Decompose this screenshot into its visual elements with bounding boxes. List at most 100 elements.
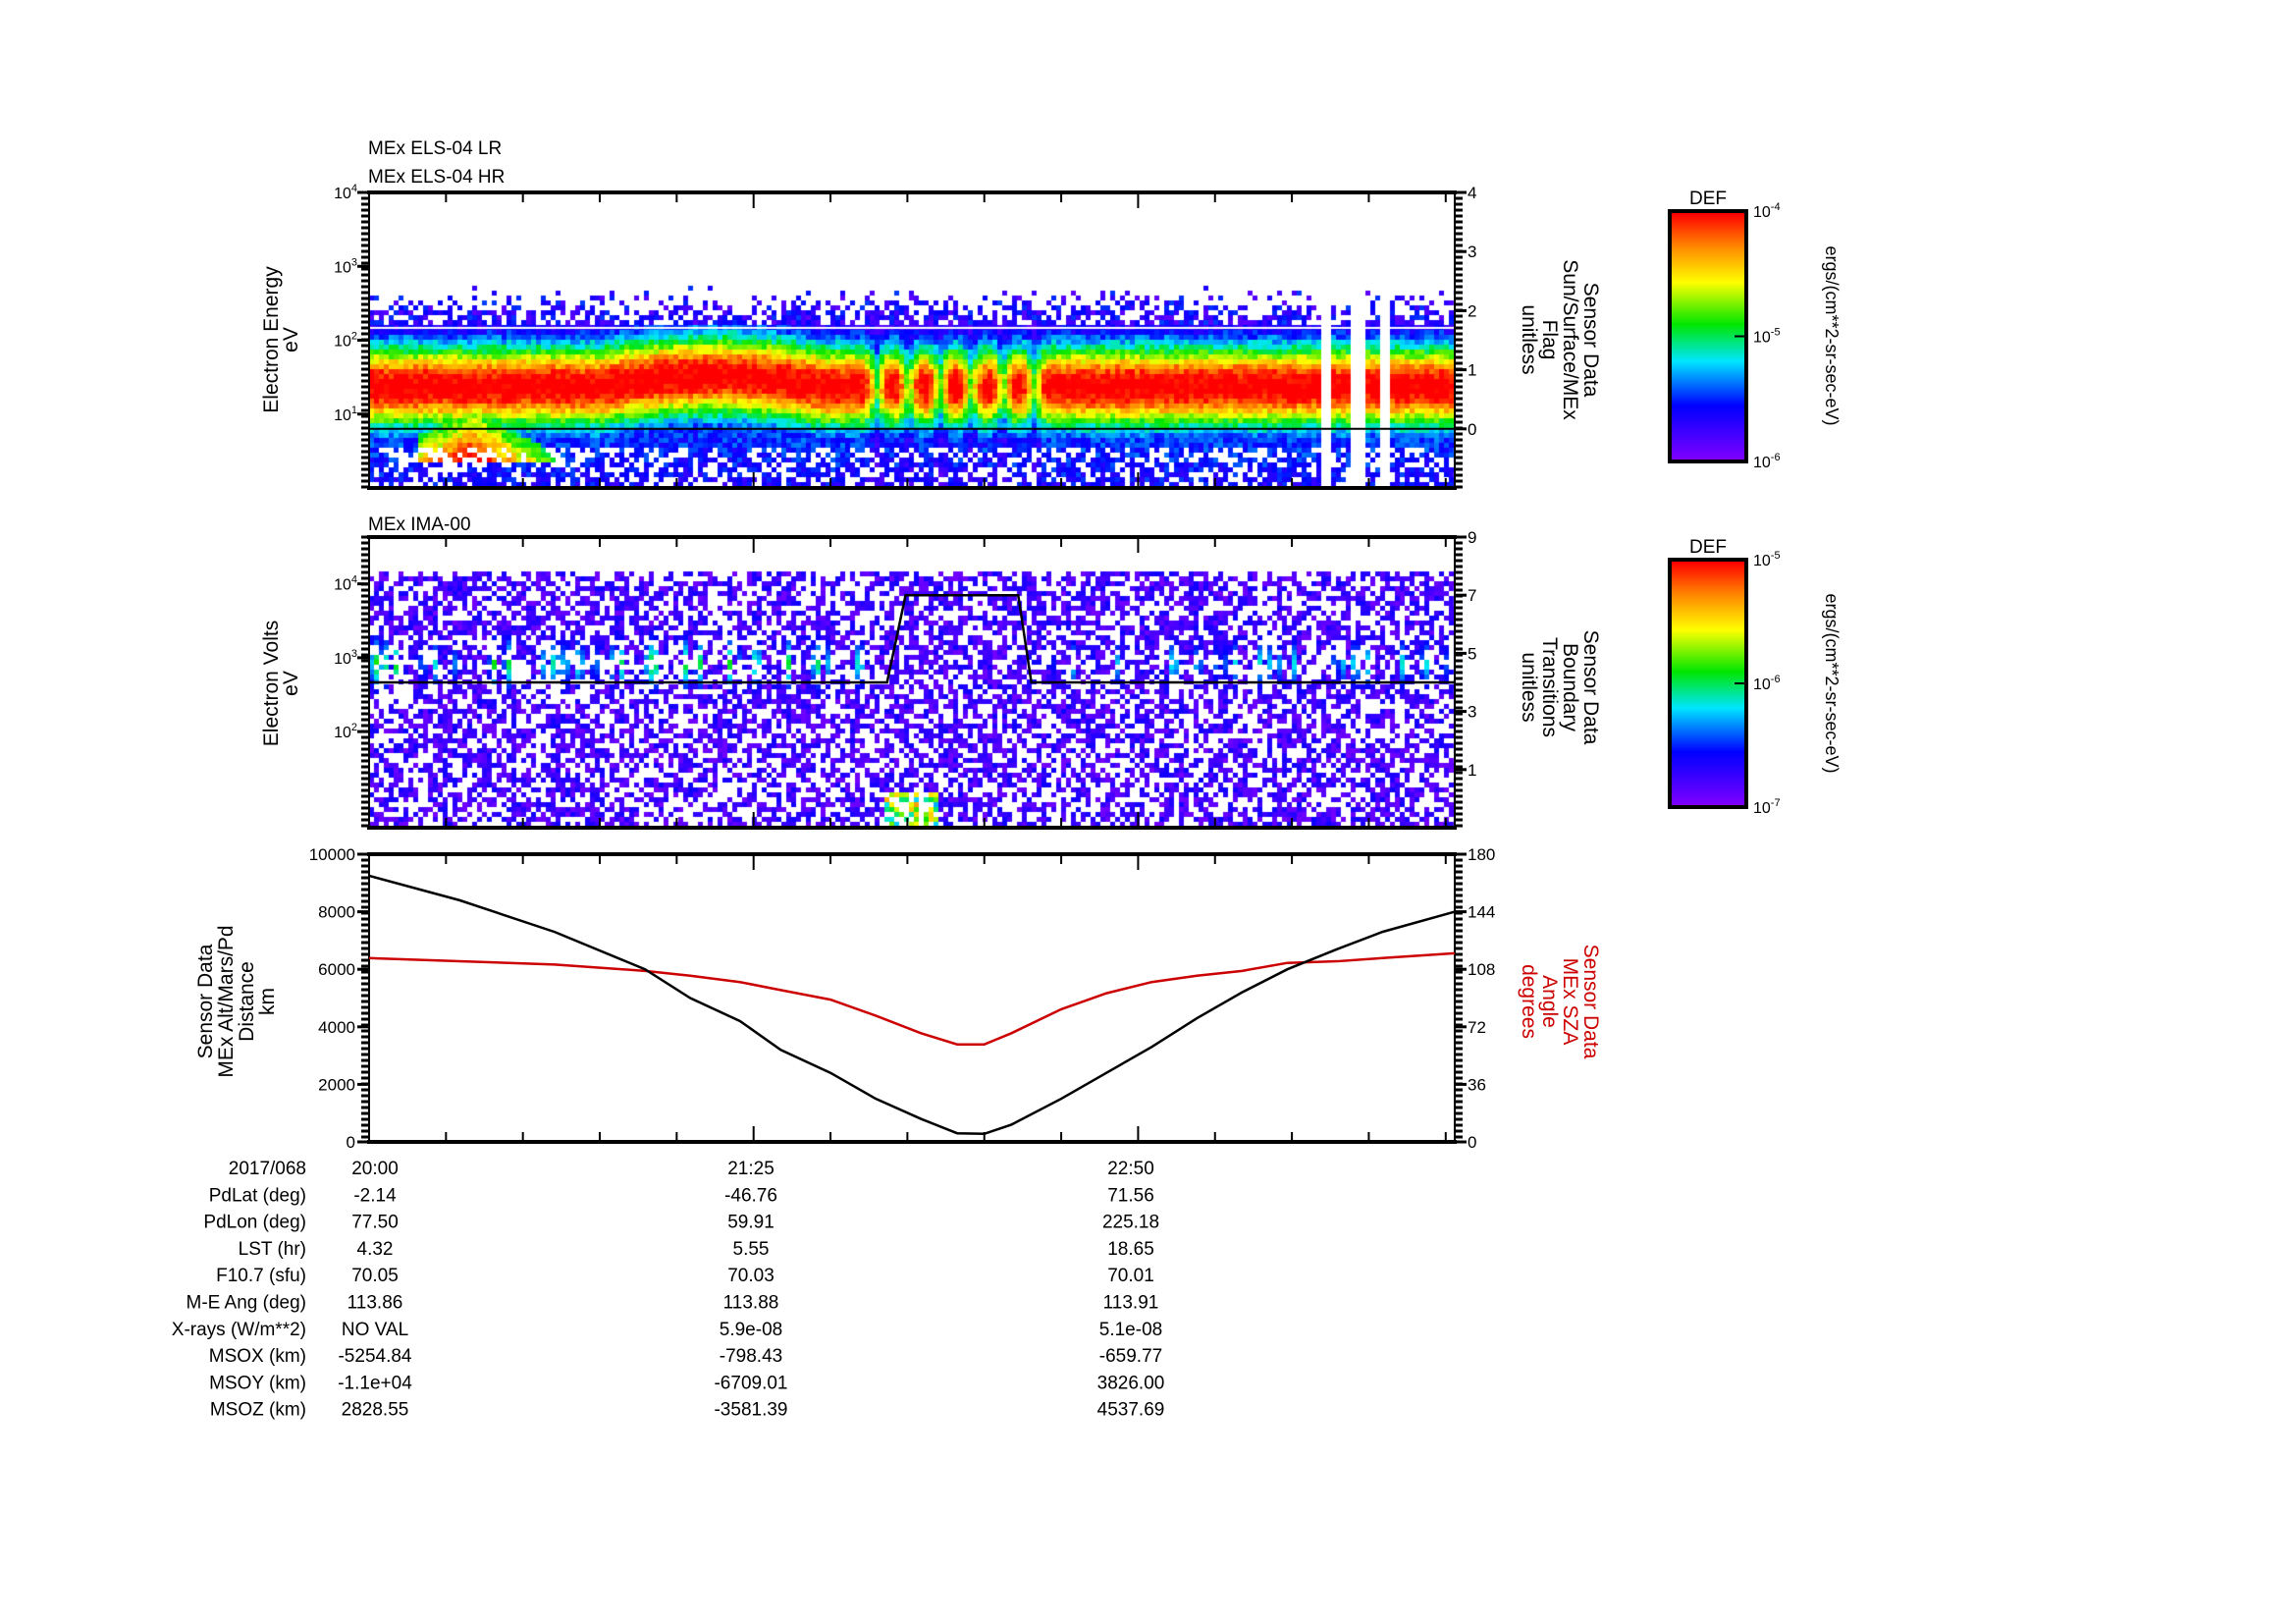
panel2-ylabel: Electron Volts eV <box>260 621 302 746</box>
y-tick-label: 103 <box>334 648 357 668</box>
panel1-title-hr: MEx ELS-04 HR <box>368 167 505 188</box>
ephemeris-row-label: MSOY (km) <box>209 1373 306 1393</box>
ephemeris-value: 70.05 <box>351 1266 399 1286</box>
ephemeris-value: 70.01 <box>1107 1266 1154 1286</box>
y2-tick-label: 5 <box>1468 644 1476 663</box>
panel3-ylabel-line1: Sensor Data <box>194 944 217 1058</box>
y2-tick-label: 3 <box>1468 243 1476 261</box>
ephemeris-value: 113.91 <box>1103 1293 1159 1314</box>
panel2-y2label-line1: Sensor Data <box>1579 630 1602 745</box>
ephemeris-row-label: F10.7 (sfu) <box>216 1266 306 1286</box>
ephemeris-value: 5.1e-08 <box>1099 1320 1162 1340</box>
ephemeris-table: 2017/068 20:00 21:25 22:50 PdLat (deg) -2… <box>172 1159 1165 1421</box>
ephemeris-row-label: M-E Ang (deg) <box>187 1293 307 1314</box>
ephemeris-value: 70.03 <box>727 1266 774 1286</box>
ephemeris-value: -46.76 <box>724 1185 777 1206</box>
y-tick-label: 6000 <box>318 960 355 979</box>
boundary-transition-line <box>369 593 1455 684</box>
panel1-y2label-line4: unitless <box>1518 304 1540 374</box>
ephemeris-value: 4.32 <box>357 1239 394 1260</box>
panel3-y2label-line2: MEx SZA <box>1559 958 1581 1046</box>
ephemeris-date: 2017/068 <box>229 1159 306 1179</box>
y-tick-label: 10000 <box>309 845 355 864</box>
ephemeris-row-label: MSOX (km) <box>209 1346 306 1367</box>
y-tick-label: 101 <box>334 405 357 424</box>
ephemeris-value: NO VAL <box>342 1320 408 1340</box>
y2-tick-label: 1 <box>1468 761 1476 780</box>
colorbar-tick-label: 10-7 <box>1753 797 1781 817</box>
panel3-y2label: Sensor Data MEx SZA Angle degrees <box>1518 945 1602 1059</box>
ephemeris-row-label: LST (hr) <box>239 1239 306 1260</box>
panel3-ylabel-line3: Distance <box>236 961 258 1042</box>
ephemeris-value: -659.77 <box>1099 1346 1162 1367</box>
panel1-ylabel-line2: eV <box>280 327 302 352</box>
y2-tick-label: 36 <box>1468 1075 1486 1094</box>
y2-tick-label: 9 <box>1468 528 1476 547</box>
y2-tick-label: 4 <box>1468 184 1476 202</box>
panel1-y2label-line1: Sensor Data <box>1579 283 1602 398</box>
colorbar-tick-label: 10-5 <box>1753 550 1781 569</box>
ephemeris-value: 18.65 <box>1107 1239 1154 1260</box>
y-tick-label: 104 <box>334 183 357 202</box>
panel2-y2label: Sensor Data Boundary Transitions unitles… <box>1518 630 1602 745</box>
ephemeris-value: 5.55 <box>733 1239 770 1260</box>
panel1-y2label-line3: Flag <box>1538 320 1561 360</box>
y-tick-label: 2000 <box>318 1075 355 1094</box>
ephemeris-value: 3826.00 <box>1097 1373 1165 1393</box>
ephemeris-value: -6709.01 <box>714 1373 787 1393</box>
panel2-ylabel-line1: Electron Volts <box>260 621 283 746</box>
y-tick-label: 103 <box>334 256 357 276</box>
els-colorbar-unit: ergs/(cm**2-sr-sec-eV) <box>1822 245 1842 425</box>
els-colorbar-title: DEF <box>1689 189 1727 209</box>
y2-tick-label: 7 <box>1468 586 1476 605</box>
ephemeris-value: 59.91 <box>727 1213 774 1233</box>
ephemeris-value: -2.14 <box>353 1185 397 1206</box>
panel3-y2label-line3: Angle <box>1538 975 1561 1028</box>
y-tick-label: 102 <box>334 331 357 351</box>
ima-colorbar-gradient <box>1672 562 1744 805</box>
y-tick-label: 4000 <box>318 1018 355 1037</box>
ephemeris-row-label: MSOZ (km) <box>210 1400 306 1421</box>
ima-colorbar-unit-text: ergs/(cm**2-sr-sec-eV) <box>1822 593 1842 773</box>
y2-tick-label: 72 <box>1468 1018 1486 1037</box>
y2-tick-label: 144 <box>1468 903 1495 922</box>
ephemeris-row-label: X-rays (W/m**2) <box>172 1320 306 1340</box>
els-spectrogram <box>369 192 1455 488</box>
ephemeris-value: -798.43 <box>720 1346 782 1367</box>
altitude-line <box>368 874 1456 1136</box>
panel2-ylabel-line2: eV <box>280 671 302 696</box>
ephemeris-value: 71.56 <box>1107 1185 1154 1206</box>
ima-colorbar-title: DEF <box>1689 537 1727 558</box>
ephemeris-value: -5254.84 <box>338 1346 411 1367</box>
colorbar-tick-label: 10-6 <box>1753 674 1781 693</box>
panel2-y2label-line4: unitless <box>1518 652 1540 722</box>
panel2-y2label-line3: Transitions <box>1538 637 1561 737</box>
ephemeris-row-label: PdLat (deg) <box>209 1185 306 1206</box>
axes-and-marks: 101 102 103 104 0 1 2 3 4 102 103 104 1 3 5 7 9 0 2000 4000… <box>309 183 1781 1152</box>
panel3-ylabel: Sensor Data MEx Alt/Mars/Pd Distance km <box>194 925 279 1077</box>
panel2-y2label-line2: Boundary <box>1559 643 1581 731</box>
y2-tick-label: 1 <box>1468 361 1476 380</box>
panel1-ylabel-line1: Electron Energy <box>260 266 283 413</box>
ephemeris-value: 77.50 <box>351 1213 399 1233</box>
els-colorbar-unit-text: ergs/(cm**2-sr-sec-eV) <box>1822 245 1842 425</box>
colorbar-tick-label: 10-5 <box>1753 327 1781 347</box>
ephemeris-value: 113.86 <box>347 1293 403 1314</box>
time-label: 21:25 <box>727 1159 774 1179</box>
colorbar-tick-label: 10-4 <box>1753 201 1781 221</box>
ephemeris-value: 113.88 <box>723 1293 779 1314</box>
panel1-y2label-line2: Sun/Surface/MEx <box>1559 259 1581 420</box>
time-label: 20:00 <box>351 1159 399 1179</box>
panel2-title: MEx IMA-00 <box>368 514 471 535</box>
ima-colorbar-unit: ergs/(cm**2-sr-sec-eV) <box>1822 593 1842 773</box>
y-tick-label: 0 <box>347 1133 355 1152</box>
panel1-title-lr: MEx ELS-04 LR <box>368 138 502 159</box>
y2-tick-label: 0 <box>1468 1133 1476 1152</box>
ephemeris-value: 225.18 <box>1102 1213 1159 1233</box>
sza-angle-line <box>368 951 1456 1046</box>
time-label: 22:50 <box>1107 1159 1154 1179</box>
ephemeris-value: 5.9e-08 <box>720 1320 782 1340</box>
y2-tick-label: 3 <box>1468 703 1476 722</box>
